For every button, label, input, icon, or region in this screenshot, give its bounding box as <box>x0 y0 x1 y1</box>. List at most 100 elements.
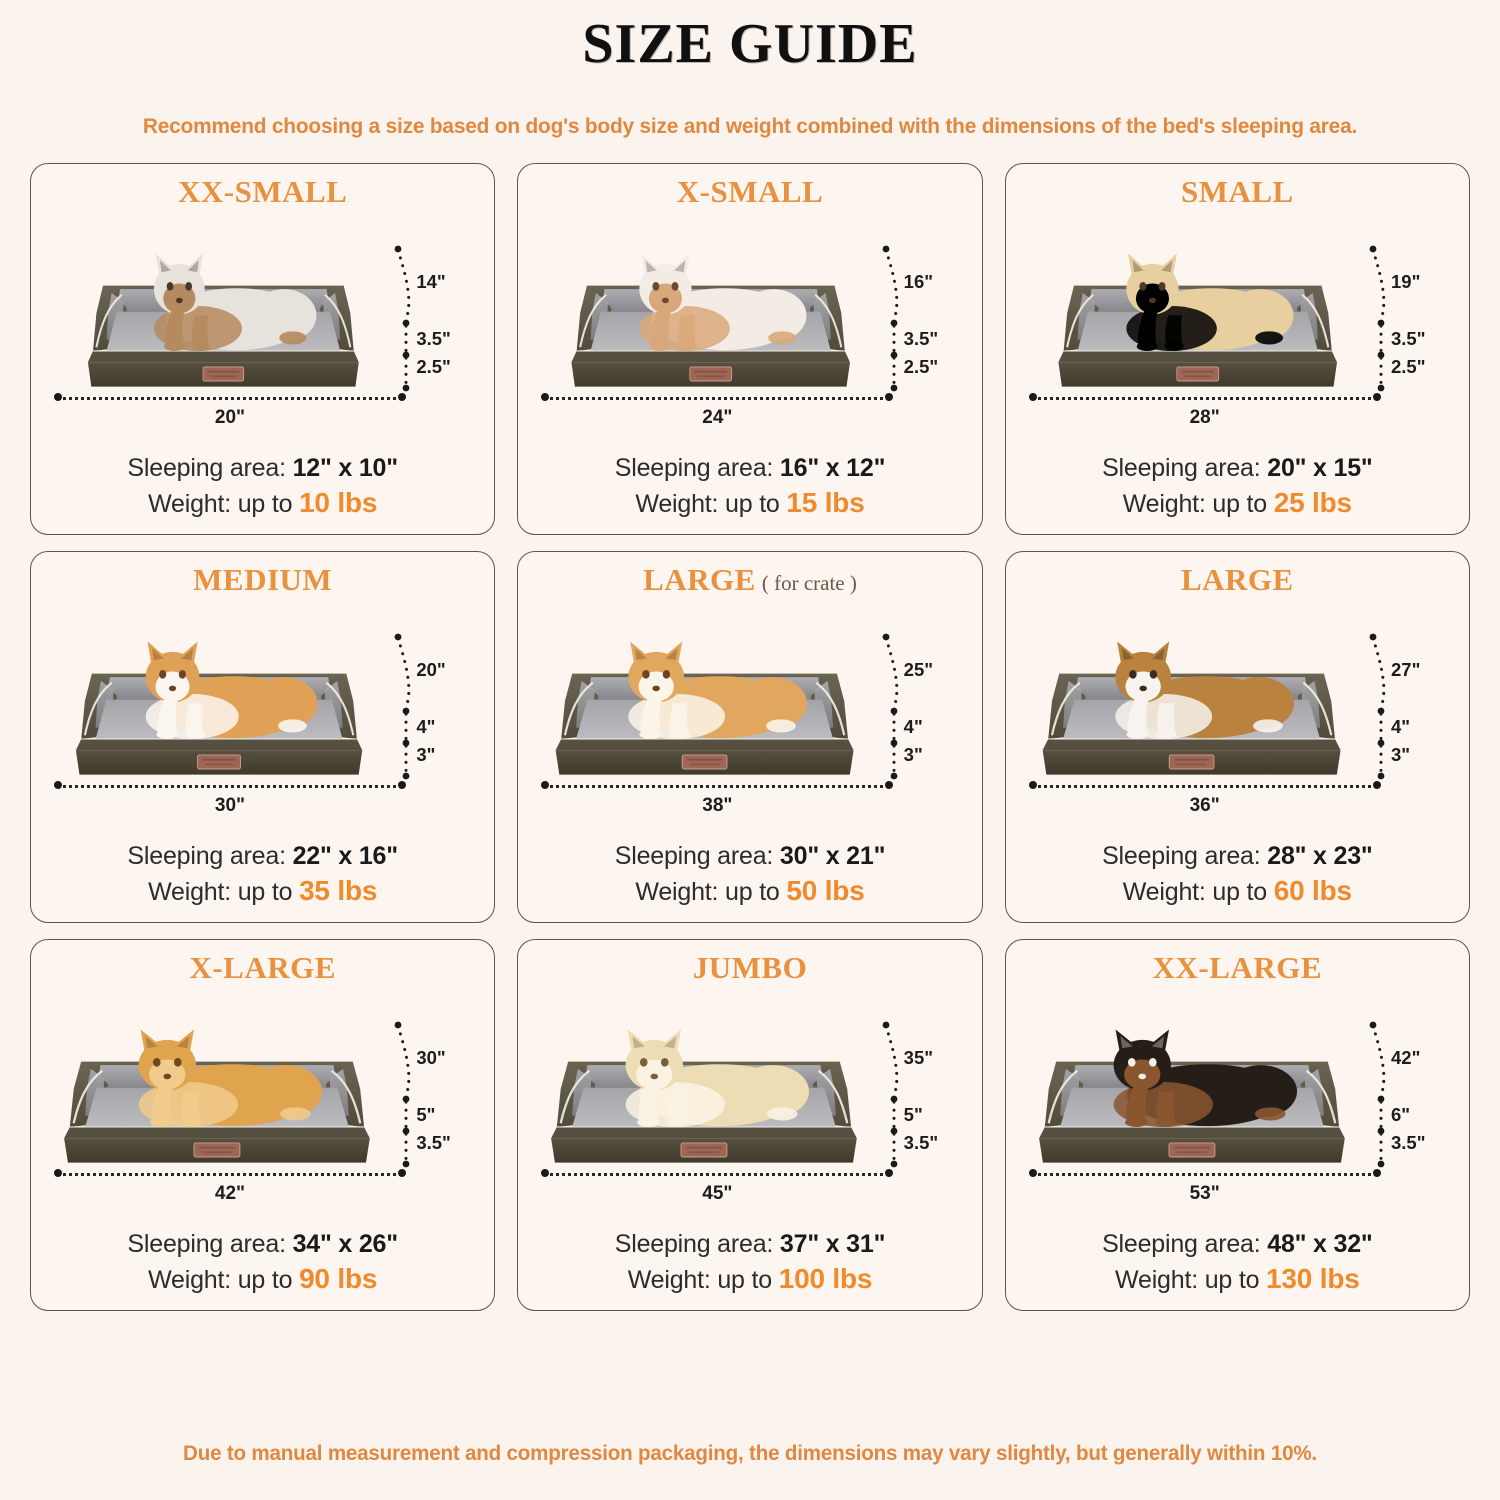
size-card-large[interactable]: LARGE <box>1004 550 1470 923</box>
height-dimension-line <box>1369 245 1386 392</box>
width-dimension: 20" <box>54 392 406 438</box>
height-label-base: 3.5" <box>416 1132 451 1154</box>
card-illustration-area: 42" 6" 3.5" 53" <box>1020 987 1455 1225</box>
sleeping-area-value: 16" x 12" <box>779 453 886 482</box>
weight-label: Weight: up to <box>1115 1265 1267 1294</box>
weight-label: Weight: up to <box>1122 877 1274 906</box>
width-dimension-line <box>54 1168 406 1181</box>
sleeping-area-label: Sleeping area: <box>1102 453 1268 482</box>
width-label: 24" <box>702 406 733 428</box>
sleeping-area-label: Sleeping area: <box>1102 1229 1268 1258</box>
sleeping-area-value: 37" x 31" <box>779 1229 886 1258</box>
height-label-base: 3" <box>903 744 923 766</box>
height-dimension-line <box>394 1021 411 1168</box>
width-endpoint-right-dot <box>397 392 406 401</box>
width-endpoint-right-dot <box>885 392 894 401</box>
height-label-total: 42" <box>1391 1046 1421 1068</box>
pet-illustration-yellow-labrador <box>625 1029 810 1127</box>
height-dimension-line <box>882 245 898 392</box>
height-dimension-line <box>1369 633 1386 780</box>
pet-illustration-corgi <box>145 641 318 739</box>
weight-line: Weight: up to 130 lbs <box>1020 1261 1455 1298</box>
pet-illustration-australian-shepherd <box>1115 641 1295 739</box>
card-specs: Sleeping area: 34" x 26" Weight: up to 9… <box>45 1228 480 1298</box>
width-label: 28" <box>1189 406 1220 428</box>
size-card-xx-large[interactable]: XX-LARGE <box>1004 938 1470 1311</box>
card-illustration-area: 35" 5" 3.5" 45" <box>532 987 967 1225</box>
width-label: 30" <box>214 794 246 816</box>
size-card-x-large[interactable]: X-LARGE <box>30 938 496 1311</box>
weight-value: 50 lbs <box>786 874 865 906</box>
sleeping-area-value: 30" x 21" <box>779 841 886 870</box>
weight-label: Weight: up to <box>635 877 787 906</box>
pet-illustration-shih-tzu-dog <box>639 253 807 351</box>
height-label-bolster: 5" <box>903 1103 923 1125</box>
height-dimensions: 20" 4" 3" <box>386 632 478 782</box>
weight-value: 10 lbs <box>299 486 378 518</box>
card-specs: Sleeping area: 12" x 10" Weight: up to 1… <box>45 452 480 522</box>
height-label-bolster: 4" <box>416 715 436 737</box>
width-dimension: 36" <box>1028 780 1381 826</box>
height-dimensions: 25" 4" 3" <box>874 632 966 782</box>
size-card-xx-small[interactable]: XX-SMALL <box>30 162 496 535</box>
height-label-bolster: 3.5" <box>416 327 451 349</box>
height-label-total: 35" <box>903 1046 934 1068</box>
width-endpoint-right-dot <box>885 780 894 789</box>
bed-and-pet <box>1020 1022 1364 1172</box>
width-dimension-line <box>1028 1168 1381 1181</box>
bed-and-pet <box>71 246 376 396</box>
size-card-large-for-crate[interactable]: LARGE( for crate ) <box>517 550 983 923</box>
width-dimension: 53" <box>1028 1168 1381 1214</box>
height-label-total: 27" <box>1391 658 1421 680</box>
card-illustration-area: 16" 3.5" 2.5" 24" <box>532 211 967 449</box>
sleeping-area-label: Sleeping area: <box>614 1229 780 1258</box>
card-illustration-area: 30" 5" 3.5" 42" <box>45 987 480 1225</box>
card-title-text: SMALL <box>1180 173 1294 209</box>
height-label-base: 3.5" <box>903 1132 939 1154</box>
sleeping-area-line: Sleeping area: 34" x 26" <box>45 1228 480 1261</box>
card-subtitle: ( for crate ) <box>761 570 857 595</box>
weight-value: 90 lbs <box>299 1262 378 1294</box>
width-endpoint-right-dot <box>1372 780 1381 789</box>
size-card-x-small[interactable]: X-SMALL <box>517 162 983 535</box>
height-label-total: 16" <box>903 270 934 292</box>
sleeping-area-value: 48" x 32" <box>1267 1229 1373 1258</box>
weight-label: Weight: up to <box>148 1265 300 1294</box>
sleeping-area-line: Sleeping area: 37" x 31" <box>532 1228 967 1261</box>
sleeping-area-value: 20" x 15" <box>1267 453 1373 482</box>
weight-line: Weight: up to 15 lbs <box>532 485 967 522</box>
width-dimension: 24" <box>541 392 894 438</box>
weight-value: 25 lbs <box>1273 486 1352 518</box>
height-dimension-line <box>394 633 411 780</box>
bed-and-pet <box>554 246 867 396</box>
pet-illustration-golden-retriever <box>138 1029 323 1127</box>
height-label-total: 19" <box>1391 270 1421 292</box>
weight-value: 130 lbs <box>1266 1262 1360 1294</box>
height-label-bolster: 3.5" <box>903 327 939 349</box>
width-endpoint-left-dot <box>1028 392 1037 401</box>
width-dimension: 42" <box>54 1168 406 1214</box>
height-label-base: 2.5" <box>903 356 939 378</box>
card-title-text: XX-LARGE <box>1152 949 1322 985</box>
height-dimension-line <box>1369 1021 1386 1168</box>
height-label-bolster: 6" <box>1391 1103 1411 1125</box>
width-label: 38" <box>702 794 733 816</box>
width-endpoint-left-dot <box>541 780 550 789</box>
bed-and-pet <box>1041 246 1354 396</box>
weight-line: Weight: up to 10 lbs <box>45 485 480 522</box>
card-title-text: X-LARGE <box>189 949 336 985</box>
height-label-base: 2.5" <box>416 356 451 378</box>
size-card-jumbo[interactable]: JUMBO <box>517 938 983 1311</box>
card-title-text: LARGE <box>1180 561 1294 597</box>
weight-line: Weight: up to 50 lbs <box>532 873 967 910</box>
sleeping-area-label: Sleeping area: <box>614 453 780 482</box>
width-label: 45" <box>702 1182 733 1204</box>
weight-line: Weight: up to 25 lbs <box>1020 485 1455 522</box>
weight-label: Weight: up to <box>148 489 300 518</box>
sleeping-area-line: Sleeping area: 28" x 23" <box>1020 840 1455 873</box>
size-card-medium[interactable]: MEDIUM <box>30 550 496 923</box>
width-endpoint-left-dot <box>1028 1168 1037 1177</box>
size-card-small[interactable]: SMALL <box>1004 162 1470 535</box>
width-endpoint-right-dot <box>397 780 406 789</box>
card-title-text: JUMBO <box>692 949 808 985</box>
